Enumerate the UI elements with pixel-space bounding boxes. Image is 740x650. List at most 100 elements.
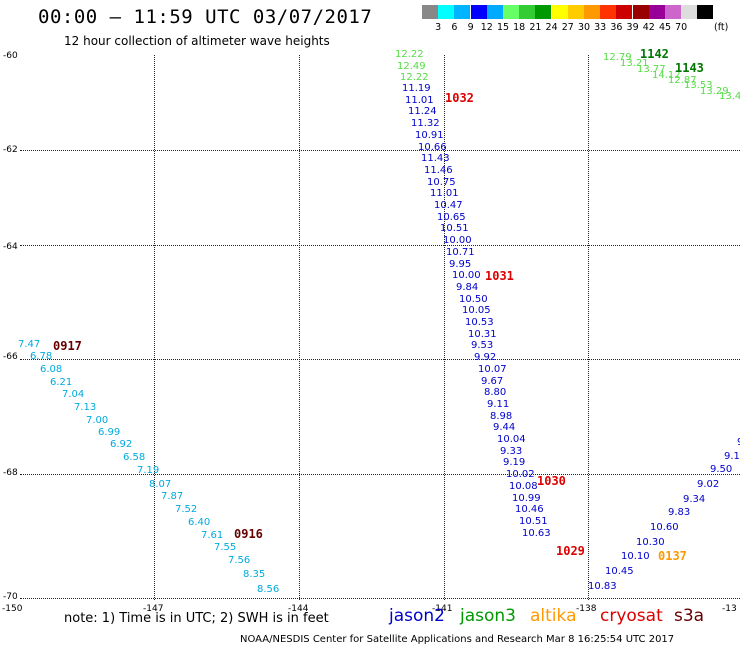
grid-line-lat-62	[20, 150, 740, 151]
wave-height-value: 7.56	[228, 555, 251, 566]
track-time-label: 0917	[53, 339, 82, 353]
wave-height-value: 8.80	[484, 387, 507, 398]
colorbar-swatch	[454, 5, 471, 19]
wave-height-value: 10.02	[506, 469, 535, 480]
colorbar-swatch	[567, 5, 584, 19]
legend-altika: altika	[530, 606, 577, 626]
lat-label: -60	[3, 51, 18, 61]
colorbar-label: 33	[594, 22, 607, 33]
track-time-label: 1032	[445, 91, 474, 105]
lon-label: -150	[2, 604, 23, 614]
grid-line-lat-64	[20, 245, 740, 246]
wave-height-value: 9.1	[724, 451, 740, 462]
track-time-label: 0916	[234, 527, 263, 541]
grid-line-lon-147	[154, 55, 155, 600]
wave-height-value: 9.11	[487, 399, 510, 410]
colorbar-swatch	[600, 5, 617, 19]
wave-height-value: 9.84	[456, 282, 479, 293]
wave-height-value: 11.01	[405, 95, 434, 106]
wave-height-value: 10.10	[621, 551, 650, 562]
wave-height-value: 6.21	[50, 377, 73, 388]
wave-height-value: 10.75	[427, 177, 456, 188]
wave-height-value: 12.49	[397, 61, 426, 72]
colorbar-label: 6	[451, 22, 458, 33]
wave-height-value: 9.19	[503, 457, 526, 468]
legend-cryosat: cryosat	[600, 606, 663, 626]
wave-height-value: 12.79	[603, 52, 632, 63]
wave-height-value: 12.22	[400, 72, 429, 83]
wave-height-value: 10.04	[497, 434, 526, 445]
track-time-label: 1143	[675, 61, 704, 75]
wave-height-value: 11.32	[411, 118, 440, 129]
wave-height-value: 10.07	[478, 364, 507, 375]
map-subtitle: 12 hour collection of altimeter wave hei…	[64, 34, 330, 48]
wave-height-value: 7.00	[86, 415, 109, 426]
colorbar-swatch	[486, 5, 503, 19]
wave-height-value: 8.56	[257, 584, 280, 595]
track-time-label: 1029	[556, 544, 585, 558]
wave-height-value: 6.99	[98, 427, 121, 438]
wave-height-value: 10.91	[415, 130, 444, 141]
wave-height-value: 10.47	[434, 200, 463, 211]
wave-height-value: 11.19	[402, 83, 431, 94]
wave-height-value: 7.55	[214, 542, 237, 553]
wave-height-value: 10.66	[418, 142, 447, 153]
track-time-label: 1031	[485, 269, 514, 283]
credit-line: NOAA/NESDIS Center for Satellite Applica…	[240, 634, 675, 645]
lon-label: -141	[432, 604, 453, 614]
colorbar-swatch	[632, 5, 649, 19]
wave-height-value: 11.24	[408, 106, 437, 117]
lon-label: -147	[143, 604, 164, 614]
colorbar-label: 24	[545, 22, 558, 33]
grid-line-lon-141	[444, 55, 445, 600]
grid-line-lat-66	[20, 359, 740, 360]
wave-height-value: 11.01	[430, 188, 459, 199]
wave-height-value: 7.87	[161, 491, 184, 502]
wave-height-value: 6.58	[123, 452, 146, 463]
colorbar-swatch	[438, 5, 455, 19]
lon-label: -138	[576, 604, 597, 614]
colorbar-swatch	[584, 5, 600, 19]
wave-height-value: 9	[737, 437, 740, 448]
wave-height-value: 10.51	[440, 223, 469, 234]
colorbar-swatch	[681, 5, 698, 19]
wave-height-value: 11.46	[424, 165, 453, 176]
colorbar-label: 45	[658, 22, 672, 33]
wave-height-value: 13.29	[700, 86, 729, 97]
map-title: 00:00 – 11:59 UTC 03/07/2017	[38, 6, 373, 28]
colorbar-label: 18	[513, 22, 526, 33]
wave-height-value: 13.53	[684, 80, 713, 91]
wave-height-value: 7.13	[74, 402, 97, 413]
colorbar-swatch	[551, 5, 568, 19]
wave-height-value: 9.50	[710, 464, 733, 475]
wave-height-value: 10.30	[636, 537, 665, 548]
wave-height-value: 9.44	[493, 422, 516, 433]
track-time-label: 1142	[640, 47, 669, 61]
lat-label: -70	[3, 592, 18, 602]
wave-height-value: 13.77	[637, 64, 666, 75]
wave-height-value: 6.78	[30, 351, 53, 362]
wave-height-value: 10.65	[437, 212, 466, 223]
wave-height-value: 13.4	[719, 91, 740, 102]
wave-height-value: 12.87	[668, 75, 697, 86]
lon-label: -144	[288, 604, 309, 614]
wave-height-value: 6.08	[40, 364, 63, 375]
wave-height-value: 6.40	[188, 517, 211, 528]
wave-height-value: 10.53	[465, 317, 494, 328]
wave-height-value: 9.92	[474, 352, 497, 363]
colorbar-label: 36	[610, 22, 623, 33]
colorbar-swatch	[697, 5, 714, 19]
wave-height-value: 10.05	[462, 305, 491, 316]
wave-height-value: 6.92	[110, 439, 133, 450]
legend-jason2: jason2	[389, 606, 445, 626]
wave-height-value: 10.83	[588, 581, 617, 592]
grid-line-lat-70	[20, 598, 740, 599]
grid-line-lon-138	[588, 55, 589, 600]
wave-height-value: 7.52	[175, 504, 198, 515]
wave-height-value: 9.95	[449, 259, 472, 270]
wave-height-value: 7.04	[62, 389, 85, 400]
wave-height-value: 10.08	[509, 481, 538, 492]
lat-label: -64	[3, 242, 18, 252]
colorbar-swatch	[665, 5, 681, 19]
